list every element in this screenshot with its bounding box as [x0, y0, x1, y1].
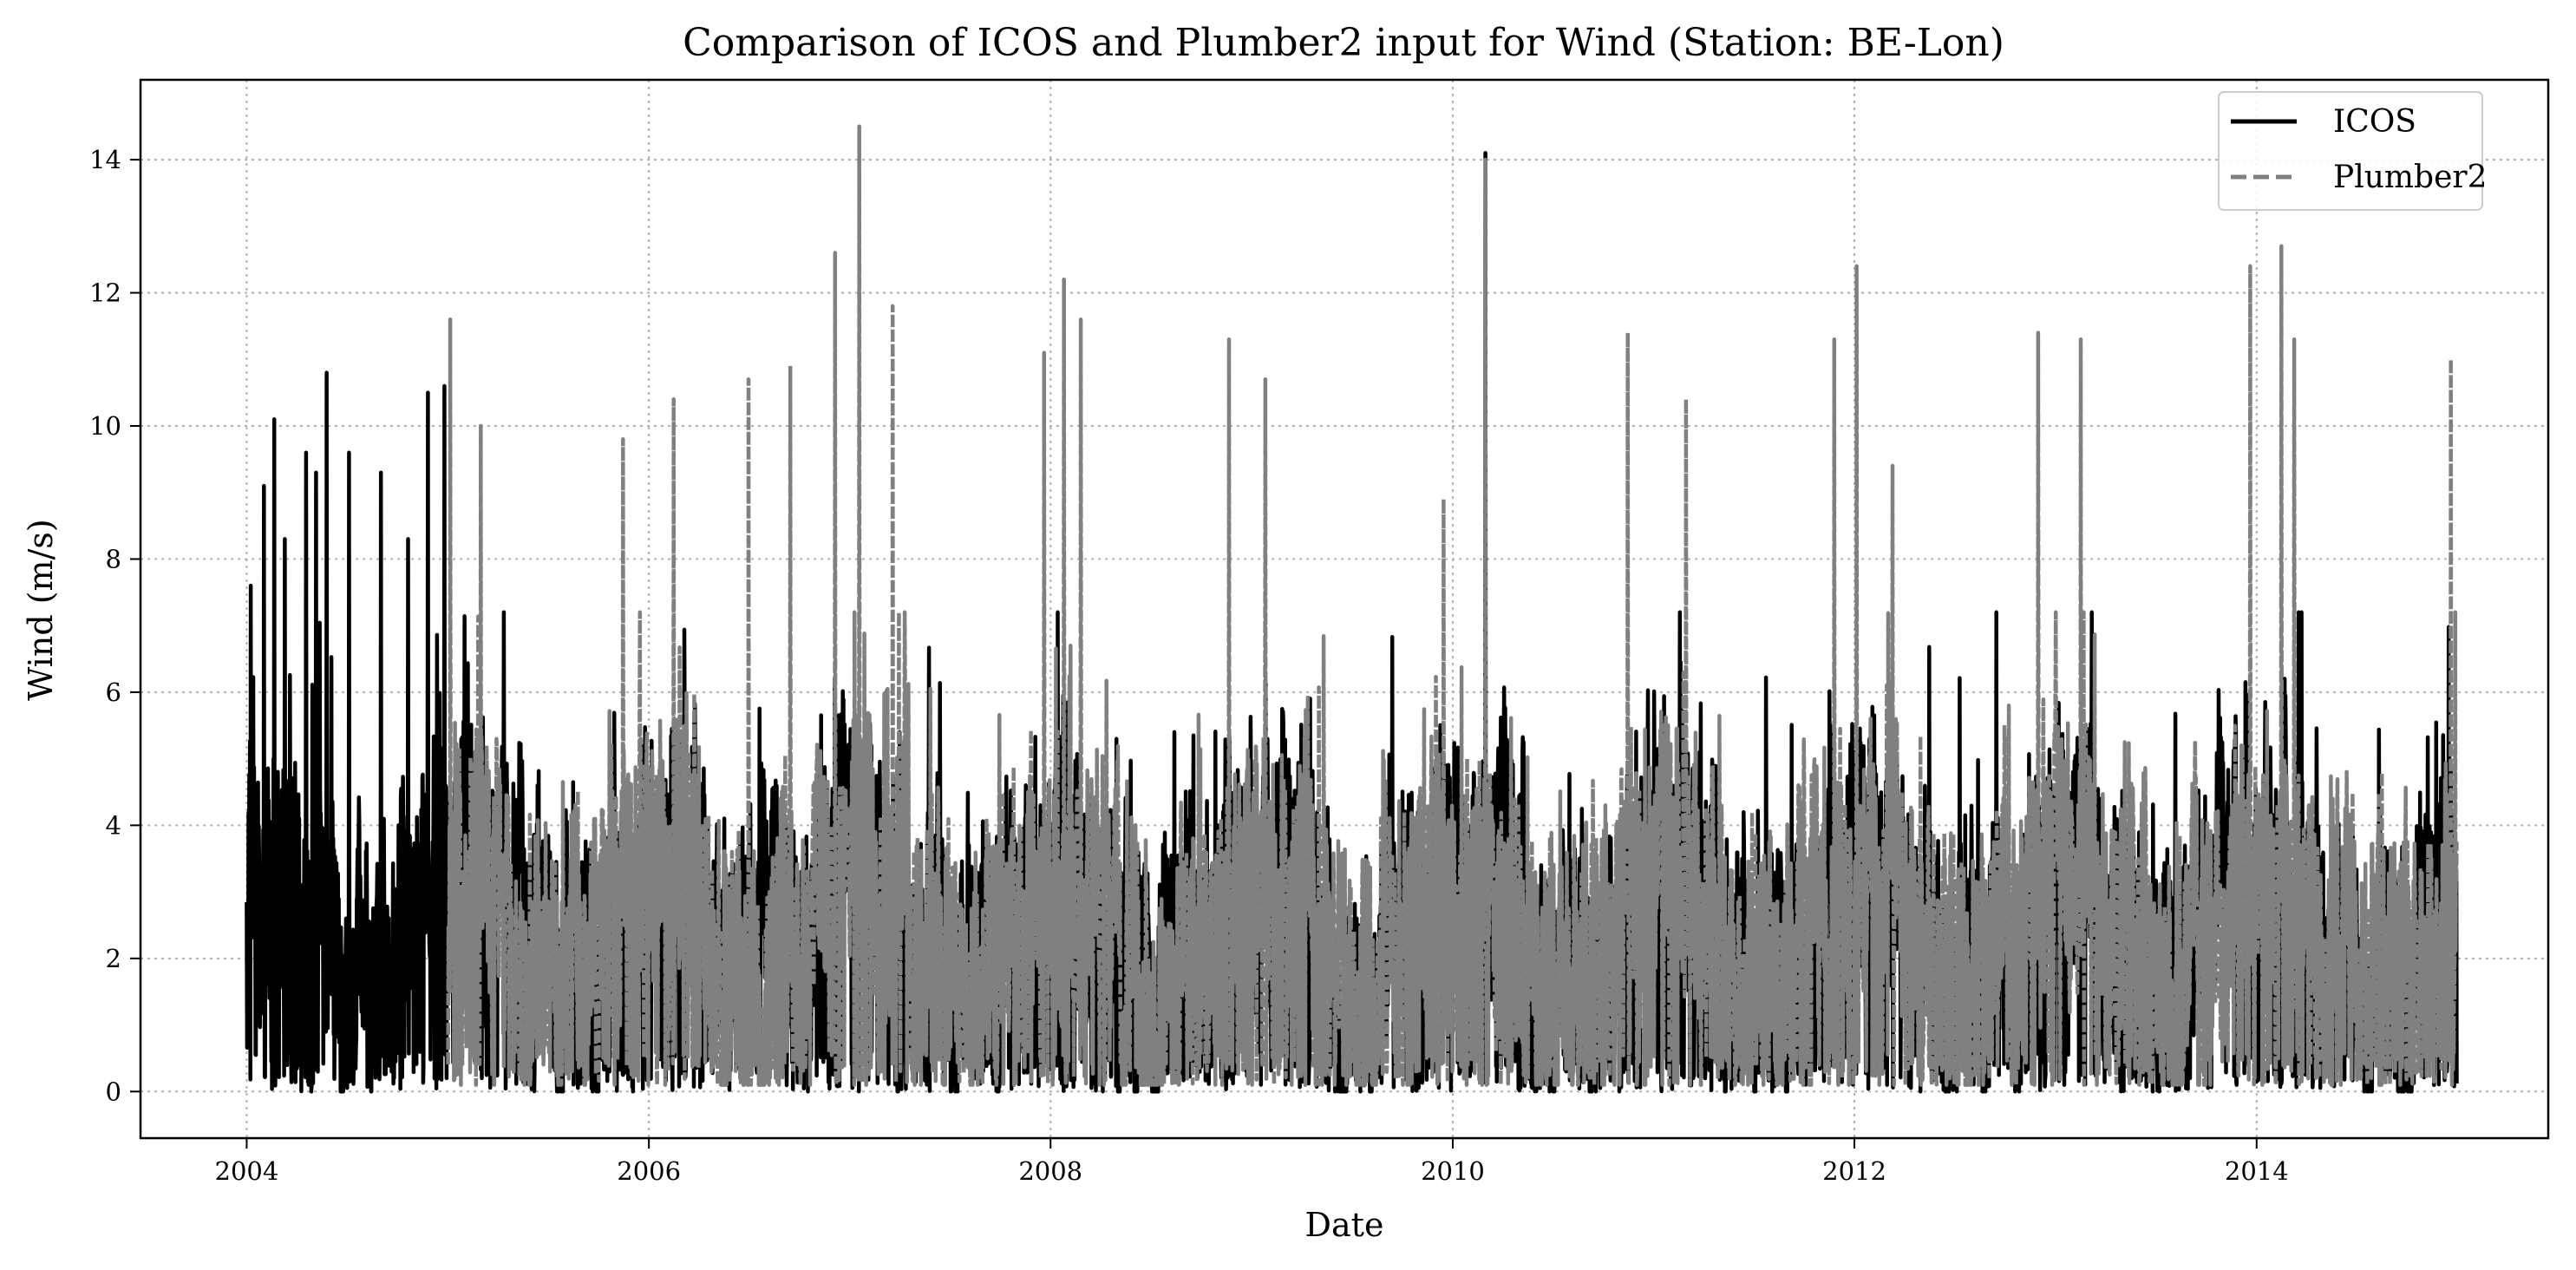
y-tick-label: 8: [106, 544, 121, 573]
y-tick-label: 2: [106, 944, 121, 973]
x-axis-label: Date: [1305, 1206, 1384, 1244]
data-layer: [245, 124, 2459, 1094]
chart-title: Comparison of ICOS and Plumber2 input fo…: [683, 21, 2004, 65]
x-tick-label: 2012: [1822, 1156, 1886, 1186]
x-tick-label: 2008: [1018, 1156, 1082, 1186]
y-tick-label: 0: [106, 1077, 121, 1106]
y-tick-label: 12: [89, 278, 121, 308]
legend-label-icos: ICOS: [2333, 104, 2416, 140]
x-tick-label: 2010: [1421, 1156, 1485, 1186]
series-plumber2-line: [446, 124, 2459, 1087]
tick-layer: 0 2 4 6 8 10 12 14 2004 2006 2008 2010 2012 2014: [89, 145, 2289, 1186]
y-axis-label: Wind (m/s): [22, 519, 60, 700]
y-tick-label: 10: [89, 411, 121, 441]
x-tick-label: 2004: [215, 1156, 279, 1186]
x-tick-label: 2006: [617, 1156, 681, 1186]
y-tick-label: 4: [106, 810, 121, 840]
y-tick-label: 6: [106, 678, 121, 707]
x-tick-label: 2014: [2225, 1156, 2289, 1186]
legend: ICOS Plumber2: [2218, 91, 2488, 211]
legend-label-plumber2: Plumber2: [2333, 160, 2488, 195]
plot-frame: [139, 78, 2550, 1140]
y-tick-label: 14: [89, 145, 121, 174]
